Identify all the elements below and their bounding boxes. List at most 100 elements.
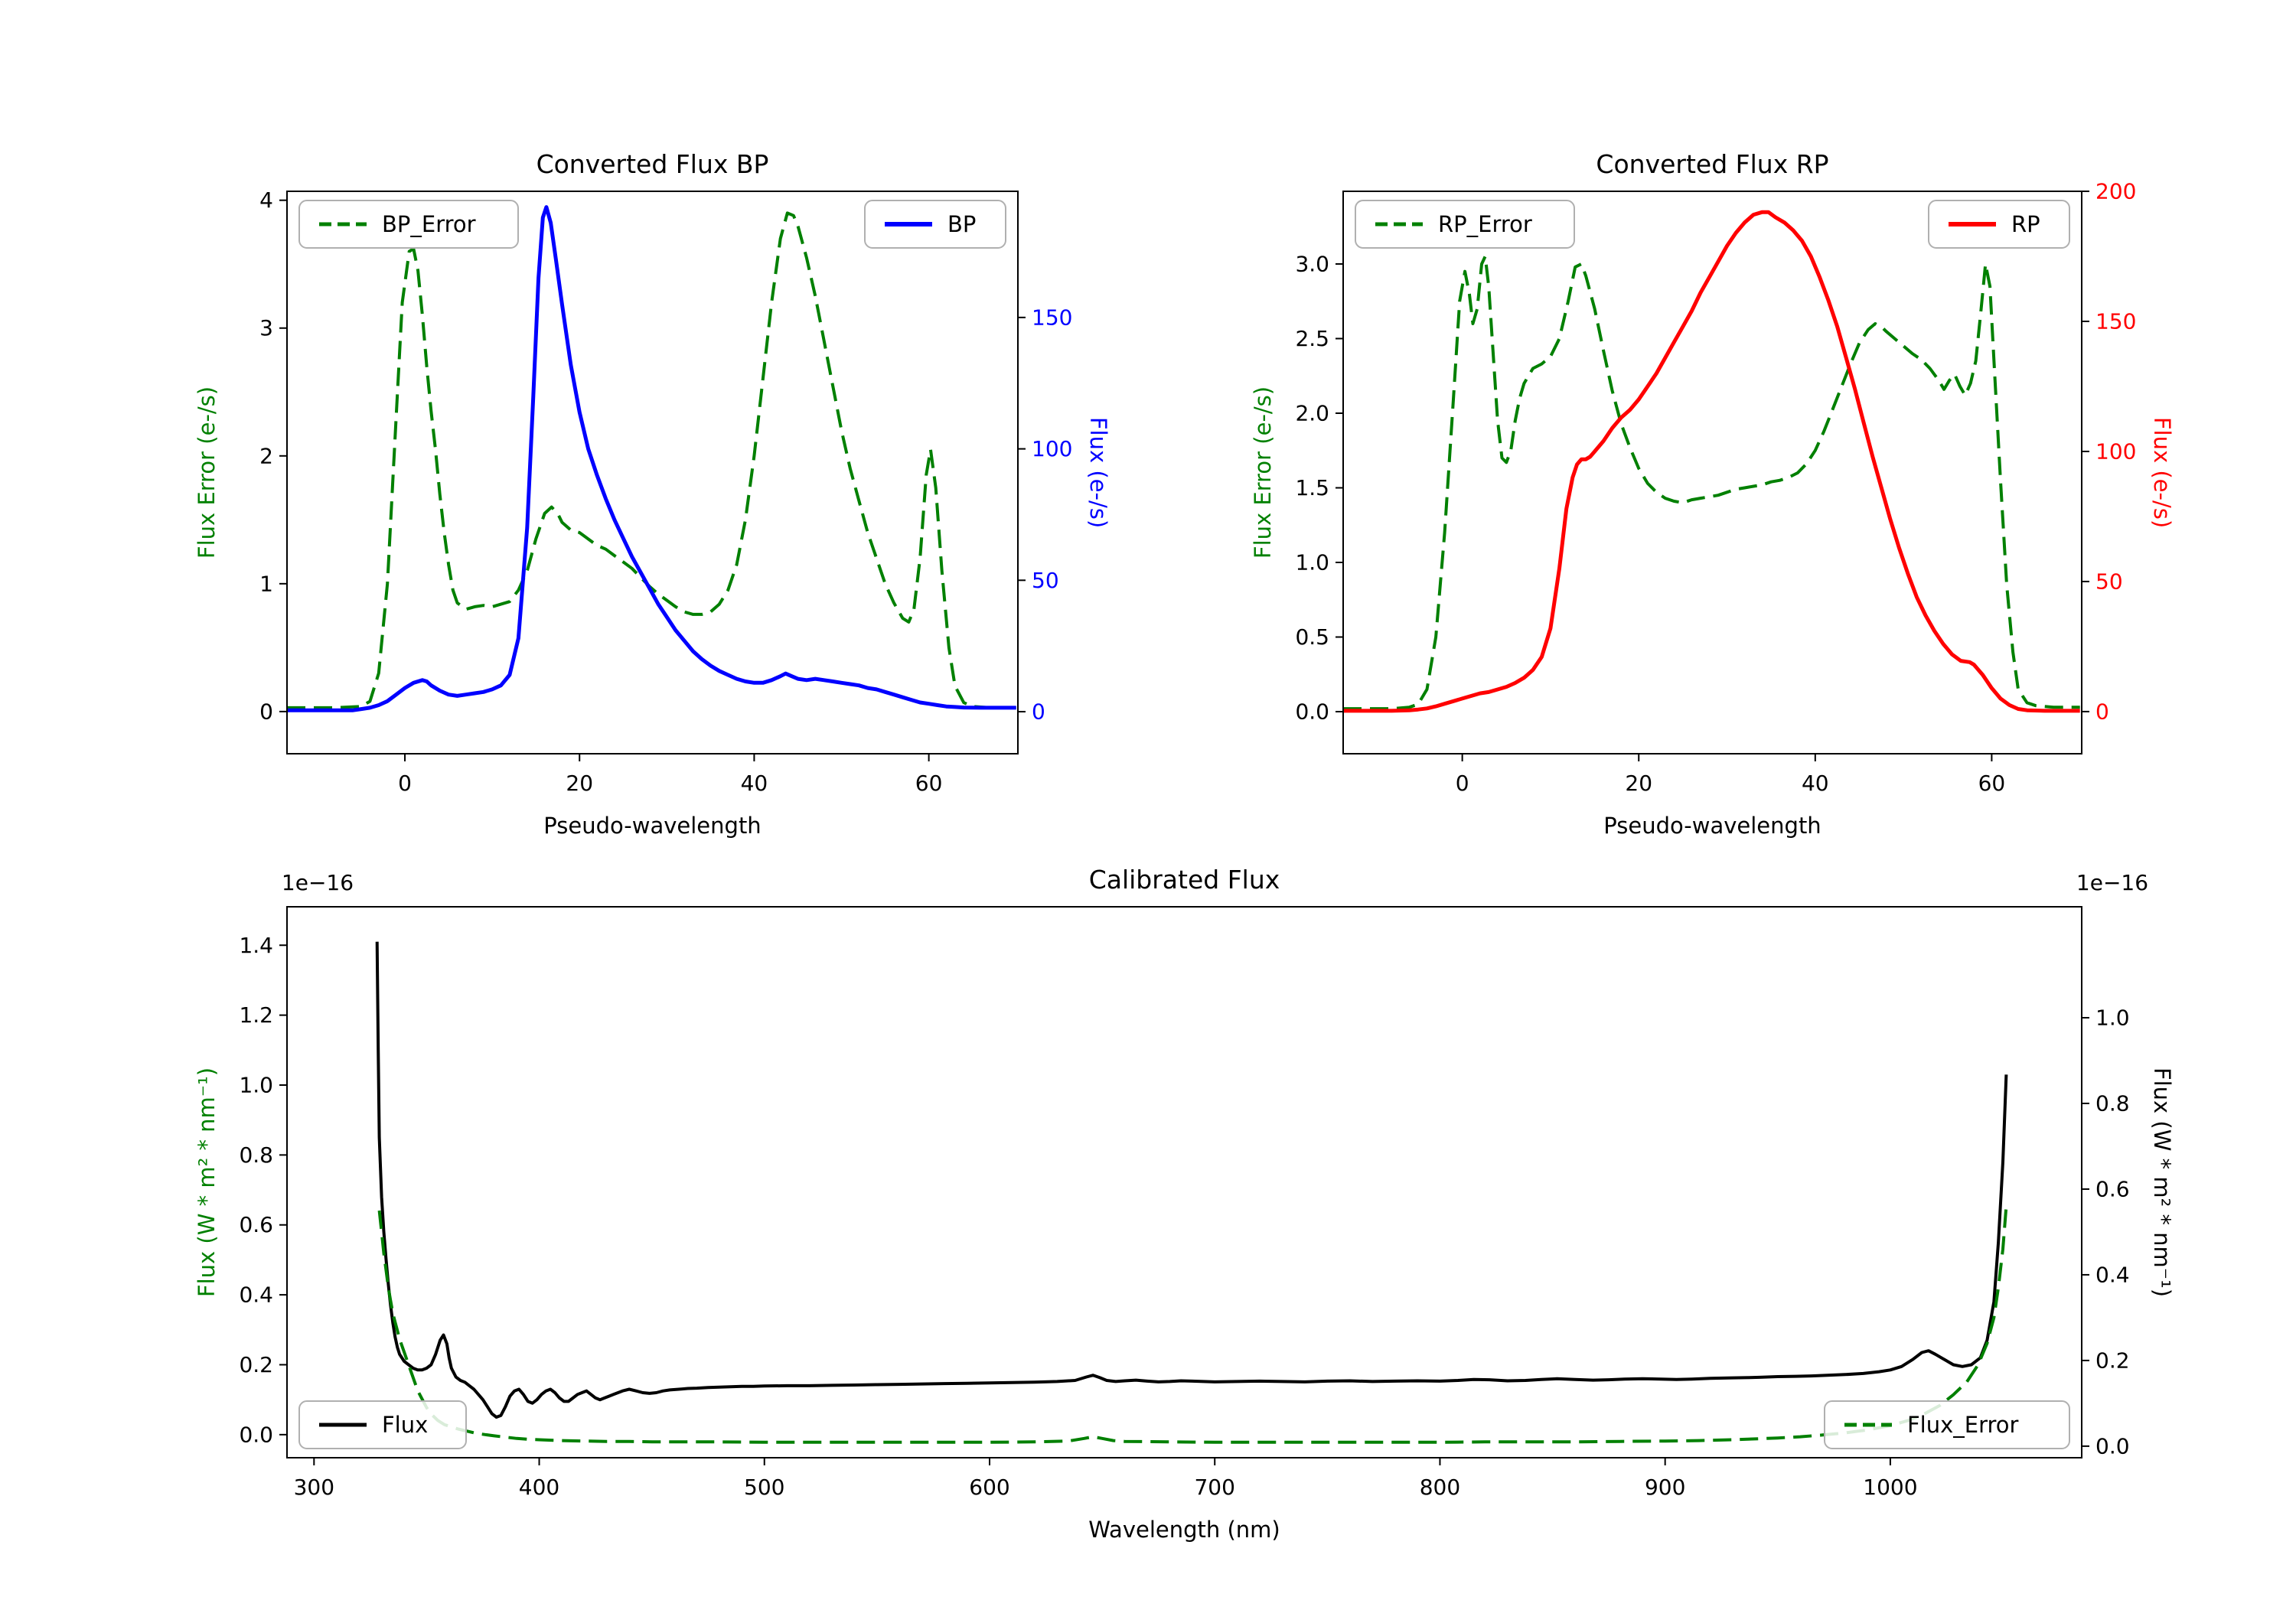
rp-legend-rp_error: RP_Error	[1355, 200, 1575, 249]
rp-right-tick-label: 50	[2095, 569, 2123, 594]
bp-right-tick-label: 50	[1032, 568, 1059, 593]
cal-right-tick-label: 0.8	[2095, 1090, 2130, 1116]
legend-label: Flux	[382, 1412, 428, 1438]
rp-right-tick-label: 150	[2095, 308, 2136, 334]
bp-chart-title: Converted Flux BP	[536, 149, 769, 179]
bp-x-label: Pseudo-wavelength	[543, 813, 761, 839]
bp-legend-bp: BP	[864, 200, 1006, 249]
cal-right-axis: 0.0 0.2 0.4 0.6 0.8 1.0	[2082, 1005, 2130, 1458]
bp-left-tick-label: 1	[259, 571, 273, 596]
cal-x-tick-label: 500	[744, 1475, 784, 1500]
cal-left-axis: 0.0 0.2 0.4 0.6 0.8 1.0 1.2 1.4	[239, 933, 287, 1447]
bp-right-tick-label: 0	[1032, 699, 1045, 725]
rp-series-group	[1343, 210, 2080, 713]
bp-series-group	[287, 205, 1016, 712]
cal-left-tick-label: 1.2	[239, 1002, 273, 1028]
cal-x-tick-label: 700	[1194, 1475, 1234, 1500]
bp-right-tick-label: 100	[1032, 436, 1072, 461]
bp-left-tick-label: 0	[259, 699, 273, 724]
legend-label: RP_Error	[1438, 211, 1532, 237]
cal-x-tick-label: 900	[1645, 1475, 1685, 1500]
rp-right-tick-label: 0	[2095, 699, 2109, 724]
rp-x-tick-label: 60	[1978, 771, 2006, 796]
legend-label: RP	[2011, 211, 2040, 237]
rp-left-tick-label: 0.5	[1295, 624, 1329, 650]
cal-x-tick-label: 800	[1420, 1475, 1460, 1500]
cal-left-tick-label: 0.0	[239, 1422, 273, 1447]
legend-box	[1355, 200, 1575, 249]
cal-left-tick-label: 1.0	[239, 1072, 273, 1097]
rp-x-axis: 0 20 40 60	[1456, 754, 2005, 796]
bp-x-tick-label: 20	[566, 771, 593, 796]
bp-line-bp	[287, 205, 1016, 712]
cal-left-tick-label: 0.4	[239, 1282, 273, 1308]
rp-right-axis: 0 50 100 150 200	[2082, 179, 2136, 724]
rp-left-axis: 0.0 0.5 1.0 1.5 2.0 2.5 3.0	[1295, 251, 1343, 725]
rp-axes-box	[1342, 191, 2082, 754]
cal-left-offset-text: 1e−16	[282, 870, 354, 895]
legend-box	[864, 200, 1006, 249]
rp-right-tick-label: 100	[2095, 438, 2136, 464]
cal-right-y-label: Flux (W * m² * nm⁻¹)	[2149, 1067, 2175, 1297]
cal-x-label: Wavelength (nm)	[1088, 1517, 1280, 1543]
cal-left-y-label: Flux (W * m² * nm⁻¹)	[194, 1067, 220, 1297]
bp-x-tick-label: 40	[741, 771, 768, 796]
cal-x-tick-label: 300	[294, 1475, 334, 1500]
rp-left-tick-label: 1.0	[1295, 549, 1329, 575]
cal-axes-box	[286, 906, 2082, 1458]
cal-x-tick-label: 600	[969, 1475, 1009, 1500]
cal-legend-flux_error: Flux_Error	[1824, 1400, 2070, 1449]
bp-left-tick-label: 4	[259, 187, 273, 213]
bp-left-tick-label: 2	[259, 443, 273, 468]
rp-x-tick-label: 0	[1456, 771, 1469, 796]
bp-x-tick-label: 60	[915, 771, 943, 796]
rp-left-tick-label: 2.5	[1295, 326, 1329, 351]
cal-right-tick-label: 0.2	[2095, 1348, 2130, 1373]
cal-subplot: 300 400 500 600 700 800 900 1000 0.0 0.2 0.4 0.6 0.8…	[194, 865, 2175, 1543]
cal-right-tick-label: 0.0	[2095, 1433, 2130, 1458]
legend-label: Flux_Error	[1907, 1412, 2019, 1438]
bp-right-y-label: Flux (e-/s)	[1085, 417, 1111, 528]
bp-x-tick-label: 0	[398, 771, 412, 796]
rp-left-y-label: Flux Error (e-/s)	[1250, 386, 1276, 559]
rp-line-rp_error	[1343, 255, 2080, 711]
cal-right-tick-label: 1.0	[2095, 1005, 2130, 1031]
cal-legend-flux: Flux	[298, 1400, 467, 1449]
rp-x-label: Pseudo-wavelength	[1603, 813, 1821, 839]
legend-box	[1928, 200, 2070, 249]
rp-left-tick-label: 2.0	[1295, 400, 1329, 425]
bp-right-axis: 0 50 100 150	[1018, 305, 1072, 725]
cal-line-flux	[375, 941, 2008, 1419]
cal-left-tick-label: 0.6	[239, 1212, 273, 1237]
cal-left-tick-label: 0.8	[239, 1142, 273, 1168]
legend-box	[298, 200, 519, 249]
rp-left-tick-label: 3.0	[1295, 251, 1329, 276]
cal-right-offset-text: 1e−16	[2076, 870, 2148, 895]
rp-chart-title: Converted Flux RP	[1596, 149, 1828, 179]
legend-label: BP_Error	[382, 211, 476, 237]
bp-line-bp_error	[287, 211, 1016, 709]
legend-box	[298, 1400, 467, 1449]
rp-legend-rp: RP	[1928, 200, 2070, 249]
bp-legend-bp_error: BP_Error	[298, 200, 519, 249]
rp-right-tick-label: 200	[2095, 179, 2136, 204]
rp-right-y-label: Flux (e-/s)	[2149, 417, 2175, 528]
rp-x-tick-label: 40	[1802, 771, 1829, 796]
legend-label: BP	[947, 211, 976, 237]
cal-x-axis: 300 400 500 600 700 800 900 1000	[294, 1458, 1918, 1500]
cal-x-tick-label: 1000	[1863, 1475, 1917, 1500]
legend-box	[1824, 1400, 2070, 1449]
bp-x-axis: 0 20 40 60	[398, 754, 942, 796]
rp-line-rp	[1343, 210, 2080, 713]
cal-right-tick-label: 0.6	[2095, 1176, 2130, 1201]
rp-x-tick-label: 20	[1625, 771, 1652, 796]
bp-left-tick-label: 3	[259, 315, 273, 341]
bp-left-axis: 0 1 2 3 4	[259, 187, 287, 724]
rp-left-tick-label: 0.0	[1295, 699, 1329, 725]
bp-right-tick-label: 150	[1032, 305, 1072, 330]
rp-left-tick-label: 1.5	[1295, 475, 1329, 500]
cal-left-tick-label: 1.4	[239, 933, 273, 958]
cal-x-tick-label: 400	[519, 1475, 559, 1500]
